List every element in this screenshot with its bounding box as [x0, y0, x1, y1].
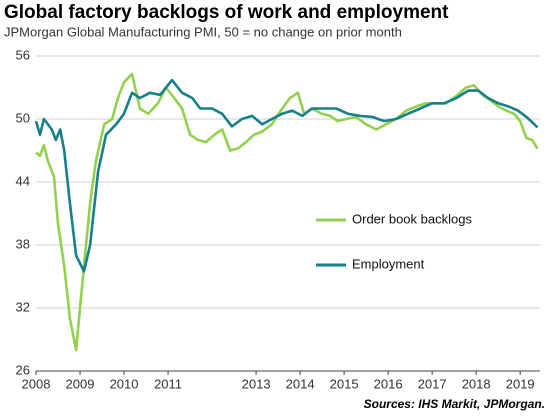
x-tick-label: 2016 — [374, 376, 403, 391]
legend-label: Order book backlogs — [352, 211, 472, 226]
y-tick-label: 50 — [16, 110, 30, 125]
x-tick-label: 2019 — [506, 376, 535, 391]
y-tick-label: 56 — [16, 47, 30, 62]
x-tick-label: 2017 — [418, 376, 447, 391]
series-line — [34, 78, 539, 273]
x-tick-label: 2008 — [22, 376, 51, 391]
x-tick-label: 2018 — [462, 376, 491, 391]
x-tick-label: 2011 — [154, 376, 182, 391]
x-tick-label: 2009 — [66, 376, 95, 391]
x-tick-label: 2013 — [242, 376, 271, 391]
legend-label: Employment — [352, 256, 425, 271]
chart-title: Global factory backlogs of work and empl… — [4, 2, 449, 23]
series-line — [35, 72, 539, 352]
y-tick-label: 38 — [16, 236, 30, 251]
y-tick-label: 32 — [16, 299, 30, 314]
x-tick-label: 2014 — [286, 376, 315, 391]
y-tick-label: 44 — [16, 173, 30, 188]
source-note: Sources: IHS Markit, JPMorgan. — [364, 397, 545, 411]
y-tick-label: 26 — [16, 362, 30, 377]
chart-subtitle: JPMorgan Global Manufacturing PMI, 50 = … — [4, 24, 402, 39]
x-tick-label: 2010 — [110, 376, 139, 391]
x-tick-label: 2015 — [330, 376, 359, 391]
